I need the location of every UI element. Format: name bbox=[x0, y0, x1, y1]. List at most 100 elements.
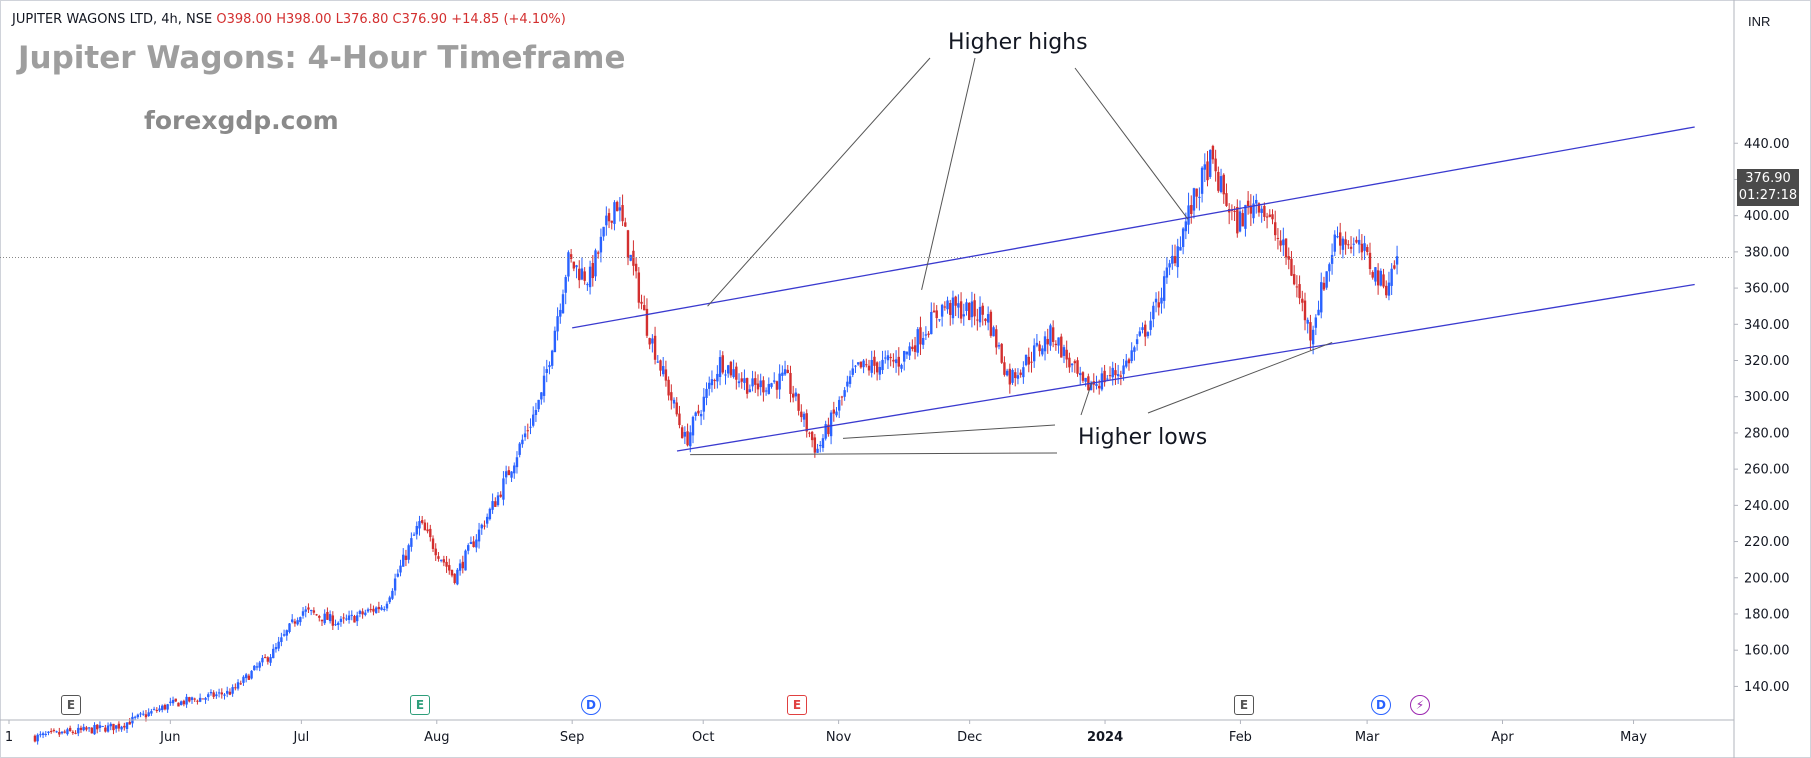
candle-body bbox=[1260, 208, 1263, 213]
y-tick-label: 380.00 bbox=[1744, 245, 1790, 260]
candle-body bbox=[550, 350, 554, 366]
candle-body bbox=[1141, 327, 1144, 331]
candle-body bbox=[177, 702, 180, 707]
candle-body bbox=[58, 731, 61, 735]
candle-body bbox=[659, 360, 662, 371]
candle-body bbox=[326, 611, 329, 620]
candle-body bbox=[1184, 221, 1188, 232]
candle-body bbox=[867, 365, 871, 371]
dividend-icon[interactable]: D bbox=[581, 695, 601, 715]
earnings-icon[interactable]: E bbox=[1234, 695, 1254, 715]
candle-body bbox=[1295, 286, 1299, 288]
candle-body bbox=[740, 378, 743, 382]
candle-body bbox=[1157, 302, 1160, 308]
candle-body bbox=[667, 379, 670, 396]
earnings-icon[interactable]: E bbox=[61, 695, 81, 715]
candle-body bbox=[502, 478, 505, 500]
candle-body bbox=[1395, 256, 1399, 265]
candle-body bbox=[594, 250, 597, 277]
annotation-lines bbox=[690, 57, 1333, 456]
candle-body bbox=[1360, 243, 1364, 253]
x-tick-label: Dec bbox=[957, 730, 982, 745]
candle-body bbox=[226, 690, 229, 694]
candle-body bbox=[391, 590, 394, 599]
candle-body bbox=[813, 437, 817, 453]
candle-body bbox=[231, 687, 234, 694]
candle-body bbox=[258, 662, 261, 668]
candle-body bbox=[521, 439, 524, 445]
candle-body bbox=[483, 525, 486, 527]
candle-body bbox=[128, 721, 131, 725]
candle-body bbox=[805, 413, 808, 432]
earnings-icon[interactable]: E bbox=[410, 695, 430, 715]
candle-body bbox=[965, 302, 968, 311]
candle-body bbox=[1176, 246, 1179, 268]
candle-body bbox=[488, 508, 492, 520]
candle-body bbox=[188, 697, 191, 702]
candle-body bbox=[1084, 377, 1087, 382]
candle-body bbox=[900, 364, 903, 369]
candle-body bbox=[1081, 372, 1085, 381]
y-tick-label: 160.00 bbox=[1744, 644, 1790, 659]
candle-body bbox=[125, 722, 129, 730]
candle-body bbox=[396, 573, 400, 577]
candle-body bbox=[1322, 282, 1326, 290]
candle-body bbox=[139, 713, 142, 715]
candle-body bbox=[653, 335, 657, 360]
candle-body bbox=[461, 561, 465, 569]
candle-body bbox=[456, 569, 459, 585]
dividend-icon[interactable]: D bbox=[1371, 695, 1391, 715]
x-tick-label: 2024 bbox=[1087, 730, 1123, 745]
candle-body bbox=[851, 368, 854, 375]
candle-body bbox=[1130, 350, 1133, 361]
candle-body bbox=[1116, 374, 1120, 377]
candle-body bbox=[748, 389, 752, 393]
candle-body bbox=[250, 670, 253, 679]
candle-body bbox=[651, 338, 654, 344]
candle-body bbox=[624, 222, 627, 227]
candle-body bbox=[1032, 345, 1036, 362]
candle-body bbox=[280, 637, 283, 643]
candle-body bbox=[104, 727, 107, 732]
candle-body bbox=[843, 390, 846, 397]
candle-body bbox=[55, 731, 58, 733]
candle-body bbox=[973, 300, 976, 317]
candle-body bbox=[499, 494, 502, 497]
candle-body bbox=[1008, 368, 1012, 385]
split-icon[interactable]: ⚡ bbox=[1410, 695, 1430, 715]
candle-body bbox=[515, 457, 519, 468]
candle-body bbox=[277, 641, 280, 649]
candle-body bbox=[829, 412, 833, 437]
y-tick-label: 320.00 bbox=[1744, 354, 1790, 369]
candle-body bbox=[79, 727, 83, 730]
higher-lows-pointer bbox=[1147, 341, 1333, 414]
candle-body bbox=[415, 525, 418, 535]
candle-body bbox=[293, 621, 297, 624]
candle-body bbox=[1181, 228, 1185, 248]
candle-body bbox=[1200, 167, 1204, 194]
candle-body bbox=[1152, 305, 1155, 320]
candle-body bbox=[773, 380, 776, 382]
candle-body bbox=[212, 692, 215, 697]
candle-body bbox=[919, 327, 922, 345]
candle-body bbox=[1257, 203, 1261, 213]
y-tick-label: 260.00 bbox=[1744, 463, 1790, 478]
candle-body bbox=[1236, 207, 1239, 234]
candle-body bbox=[117, 723, 121, 729]
candle-body bbox=[810, 431, 814, 441]
candle-body bbox=[388, 597, 391, 603]
candle-body bbox=[816, 448, 819, 453]
candle-body bbox=[274, 647, 278, 650]
candle-body bbox=[930, 311, 933, 335]
candle-body bbox=[1284, 238, 1288, 258]
candle-body bbox=[1057, 337, 1060, 346]
currency-label[interactable]: INR bbox=[1748, 14, 1771, 29]
earnings-icon[interactable]: E bbox=[787, 695, 807, 715]
candle-body bbox=[1114, 370, 1117, 376]
candle-body bbox=[480, 524, 483, 529]
candle-body bbox=[1219, 176, 1223, 192]
candle-body bbox=[291, 619, 294, 622]
candle-body bbox=[718, 357, 722, 378]
candle-body bbox=[770, 383, 773, 387]
